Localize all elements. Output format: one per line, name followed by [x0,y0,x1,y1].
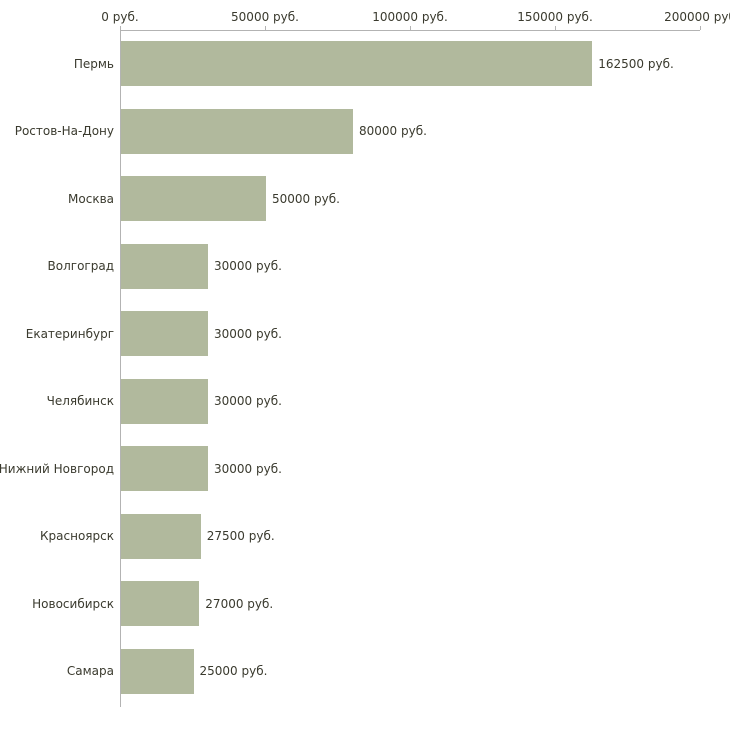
category-label: Пермь [73,56,114,71]
category-label: Самара [66,664,114,679]
x-tick-label: 150000 руб. [517,10,593,24]
value-label: 27000 руб. [205,596,274,611]
x-tick-mark [555,26,556,30]
value-label: 30000 руб. [214,326,282,341]
bar [121,311,208,357]
category-label: Челябинск [46,394,114,409]
x-tick-label: 50000 руб. [231,10,299,24]
bar [121,446,208,492]
bar [121,513,201,559]
value-label: 30000 руб. [214,259,282,274]
bar [121,176,266,222]
category-label: Екатеринбург [25,326,114,341]
bar [121,648,194,694]
x-tick-label: 200000 руб [664,10,730,24]
category-label: Ростов-На-Дону [14,124,114,139]
bar [121,41,593,87]
value-label: 80000 руб. [359,124,427,139]
x-tick-mark [120,26,121,30]
y-axis-line [120,30,121,707]
x-axis-line [120,30,700,31]
value-label: 30000 руб. [214,461,282,476]
category-label: Нижний Новгород [0,461,114,476]
bar [121,581,200,627]
category-label: Красноярск [40,529,114,544]
value-label: 30000 руб. [214,394,282,409]
x-tick-mark [700,26,701,30]
category-label: Москва [68,191,114,206]
value-label: 27500 руб. [206,529,275,544]
category-label: Волгоград [47,259,114,274]
value-label: 162500 руб. [598,56,674,71]
x-tick-label: 100000 руб. [372,10,448,24]
x-tick-label: 0 руб. [101,10,139,24]
value-label: 25000 руб. [199,664,268,679]
value-label: 50000 руб. [272,191,340,206]
bar [121,243,208,289]
bar [121,378,208,424]
bar [121,108,353,154]
x-tick-mark [265,26,266,30]
x-tick-mark [410,26,411,30]
category-label: Новосибирск [32,596,114,611]
